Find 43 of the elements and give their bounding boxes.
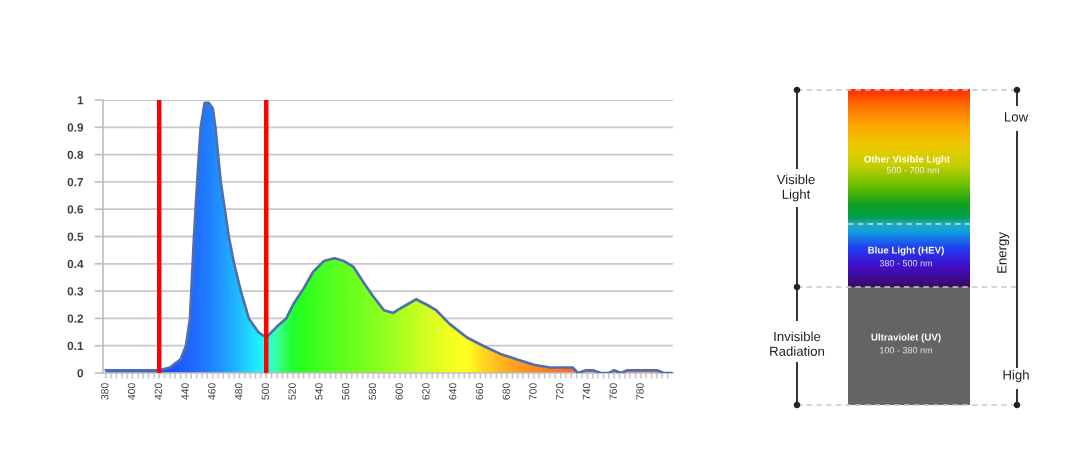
- x-tick-label: 440: [181, 383, 189, 400]
- x-tick-label: 540: [315, 383, 323, 400]
- x-tick-label: 780: [636, 383, 644, 400]
- x-tick-label: 420: [154, 383, 162, 400]
- x-tick-label: 620: [422, 383, 430, 400]
- text: 100 - 380 nm: [880, 347, 933, 354]
- x-tick-label: 500: [261, 383, 270, 400]
- x-tick-label: 640: [448, 383, 457, 400]
- x-tick-label: 520: [288, 383, 296, 400]
- text: Blue Light (HEV): [868, 246, 944, 256]
- text: Other Visible Light: [864, 155, 951, 165]
- x-tick-label: 680: [502, 383, 510, 400]
- y-tick-label: 0.5: [67, 232, 84, 241]
- x-tick-label: 460: [208, 383, 216, 400]
- y-tick-label: 0.7: [67, 177, 84, 187]
- text: 380 - 500 nm: [879, 260, 933, 267]
- text: 500 - 700 nm: [886, 167, 940, 174]
- y-tick-label: 0.8: [67, 150, 84, 159]
- text: High: [1003, 369, 1029, 383]
- x-tick-label: 580: [368, 383, 377, 400]
- y-tick-label: 0.2: [67, 314, 84, 323]
- x-tick-label: 700: [529, 383, 537, 400]
- x-tick-label: 380: [101, 383, 109, 400]
- text: Invisible Radiation: [770, 331, 825, 356]
- x-tick-label: 400: [127, 383, 136, 400]
- y-tick-label: 0.4: [67, 259, 84, 269]
- text: Ultraviolet (UV): [871, 333, 941, 343]
- text: Visible Light: [776, 174, 815, 202]
- x-tick-label: 600: [395, 383, 403, 400]
- y-tick-label: 0.9: [67, 123, 84, 132]
- x-tick-label: 720: [556, 383, 564, 400]
- x-tick-label: 740: [582, 383, 591, 400]
- y-tick-label: 0.6: [67, 205, 84, 214]
- y-tick-label: 0.3: [67, 287, 84, 296]
- y-tick-label: 0.1: [67, 341, 84, 351]
- x-tick-label: 760: [609, 383, 617, 400]
- x-tick-label: 480: [234, 383, 243, 400]
- text: Energy: [997, 232, 1010, 273]
- text: Low: [1004, 112, 1029, 122]
- x-tick-label: 560: [341, 383, 350, 400]
- x-tick-label: 660: [475, 383, 484, 400]
- y-tick-label: 0: [77, 369, 84, 378]
- y-tick-label: 1: [77, 96, 84, 105]
